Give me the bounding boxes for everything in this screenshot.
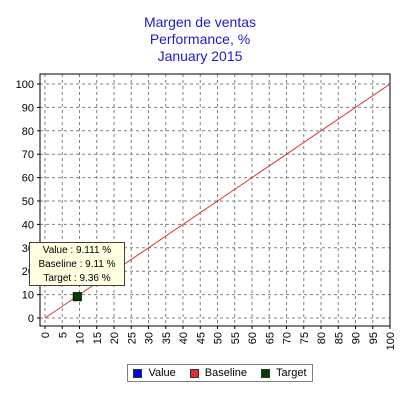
tick-layer: 0 5 10 15 20 25 30 35 40 45 50 55 60 65 70 75 80 85 90 95 10… <box>16 79 397 350</box>
x-tick-label: 95 <box>368 332 380 344</box>
y-tick-label: 50 <box>22 196 34 208</box>
x-tick-label: 75 <box>299 332 311 344</box>
x-tick-label: 50 <box>213 332 225 344</box>
chart-subtitle: Performance, % <box>149 31 251 47</box>
legend-swatch-target <box>260 368 270 378</box>
x-tick-label: 25 <box>126 332 138 344</box>
tooltip-value: Value : 9.111 % <box>42 245 112 256</box>
legend-item-baseline[interactable]: Baseline <box>189 367 247 379</box>
data-tooltip: Value : 9.111 % Baseline : 9.11 % Target… <box>29 242 125 286</box>
x-tick-label: 100 <box>385 332 397 350</box>
y-tick-label: 40 <box>22 219 34 231</box>
y-tick-label: 100 <box>16 79 34 91</box>
legend-item-value[interactable]: Value <box>133 367 176 379</box>
target-marker <box>72 292 82 302</box>
y-tick-label: 90 <box>22 102 34 114</box>
x-tick-label: 0 <box>40 332 52 338</box>
legend-label-baseline: Baseline <box>204 367 247 379</box>
plot-frame <box>39 73 391 327</box>
x-tick-label: 60 <box>247 332 259 344</box>
y-tick-label: 0 <box>28 313 34 325</box>
legend-label-value: Value <box>148 367 176 379</box>
legend-label-target: Target <box>275 367 307 379</box>
tooltip-baseline: Baseline : 9.11 % <box>38 259 116 270</box>
chart-period: January 2015 <box>157 48 243 64</box>
x-tick-label: 90 <box>351 332 363 344</box>
x-tick-label: 10 <box>75 332 87 344</box>
x-tick-label: 85 <box>333 332 345 344</box>
x-tick-label: 45 <box>195 332 207 344</box>
x-tick-label: 70 <box>282 332 294 344</box>
x-tick-label: 20 <box>109 332 121 344</box>
tooltip-target: Target : 9.36 % <box>43 273 111 284</box>
y-tick-label: 10 <box>22 290 34 302</box>
x-tick-label: 40 <box>178 332 190 344</box>
x-tick-label: 30 <box>144 332 156 344</box>
x-tick-label: 65 <box>264 332 276 344</box>
chart-title: Margen de ventas <box>143 14 257 30</box>
y-tick-label: 70 <box>22 149 34 161</box>
x-tick-label: 55 <box>230 332 242 344</box>
x-tick-label: 15 <box>92 332 104 344</box>
y-tick-label: 60 <box>22 173 34 185</box>
x-tick-label: 5 <box>57 332 69 338</box>
legend-swatch-baseline <box>189 368 199 378</box>
chart-title-block: Margen de ventas Performance, % January … <box>0 14 400 65</box>
y-tick-label: 80 <box>22 126 34 138</box>
chart-legend: Value Baseline Target <box>127 364 313 382</box>
grid-layer <box>40 74 391 326</box>
x-tick-label: 35 <box>161 332 173 344</box>
legend-swatch-value <box>133 368 143 378</box>
x-tick-label: 80 <box>316 332 328 344</box>
legend-item-target[interactable]: Target <box>260 367 307 379</box>
